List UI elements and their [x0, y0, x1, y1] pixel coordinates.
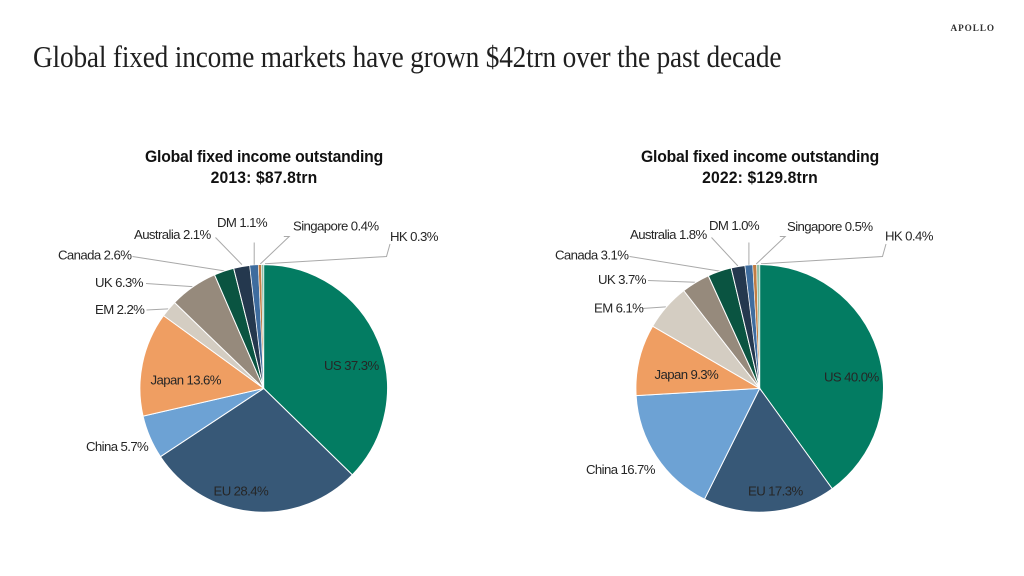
svg-text:China 5.7%: China 5.7% [86, 439, 149, 454]
svg-text:DM 1.0%: DM 1.0% [709, 218, 760, 233]
svg-text:Australia 2.1%: Australia 2.1% [134, 227, 212, 242]
svg-text:DM 1.1%: DM 1.1% [217, 215, 268, 230]
svg-text:UK 3.7%: UK 3.7% [598, 272, 647, 287]
svg-text:EM 6.1%: EM 6.1% [594, 301, 644, 316]
svg-text:US 40.0%: US 40.0% [824, 370, 879, 385]
svg-text:Canada 2.6%: Canada 2.6% [58, 248, 132, 263]
svg-text:EU 28.4%: EU 28.4% [214, 484, 269, 499]
svg-text:EU 17.3%: EU 17.3% [748, 484, 803, 499]
svg-text:HK 0.4%: HK 0.4% [885, 229, 934, 244]
svg-text:Singapore 0.4%: Singapore 0.4% [293, 219, 379, 234]
svg-text:HK 0.3%: HK 0.3% [390, 229, 439, 244]
svg-text:China 16.7%: China 16.7% [586, 462, 656, 477]
svg-text:Singapore 0.5%: Singapore 0.5% [787, 219, 873, 234]
svg-text:Japan 13.6%: Japan 13.6% [151, 373, 222, 388]
svg-text:Australia 1.8%: Australia 1.8% [630, 227, 708, 242]
svg-text:UK 6.3%: UK 6.3% [95, 275, 144, 290]
svg-text:US 37.3%: US 37.3% [324, 358, 379, 373]
svg-text:Canada 3.1%: Canada 3.1% [555, 248, 629, 263]
svg-text:EM 2.2%: EM 2.2% [95, 302, 145, 317]
svg-text:Japan 9.3%: Japan 9.3% [655, 367, 720, 382]
